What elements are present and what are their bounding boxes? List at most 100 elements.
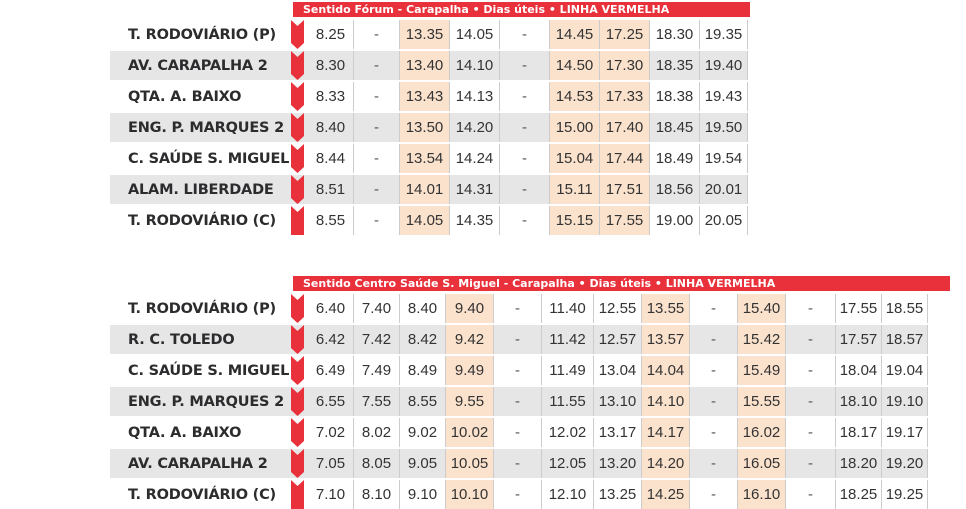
time-cells: 8.25-13.35 14.05-14.45 17.25 18.30 19.35 [308,20,748,49]
departure-time-cell: 13.50 [400,113,450,142]
departure-time-cell: 19.10 [882,387,928,416]
departure-time-cell: 19.43 [700,82,748,111]
no-service-cell: - [786,480,836,509]
no-service-cell: - [494,418,542,447]
no-service-cell: - [354,82,400,111]
departure-time-cell: 7.49 [354,356,400,385]
time-cells: 8.30-13.40 14.10-14.50 17.30 18.35 19.40 [308,51,748,80]
departure-time-cell: 13.55 [642,294,690,323]
departure-time-cell: 14.20 [450,113,500,142]
departure-time-cell: 14.25 [642,480,690,509]
no-service-cell: - [494,387,542,416]
route-chevron-icon [291,325,304,354]
no-service-cell: - [690,294,738,323]
departure-time-cell: 9.05 [400,449,446,478]
departure-time-cell: 14.35 [450,206,500,235]
departure-time-cell: 13.20 [594,449,642,478]
no-service-cell: - [786,449,836,478]
no-service-cell: - [500,20,550,49]
departure-time-cell: 12.10 [542,480,594,509]
stop-name: QTA. A. BAIXO [128,88,242,105]
departure-time-cell: 14.05 [400,206,450,235]
route-chevron-icon [291,294,304,323]
departure-time-cell: 8.10 [354,480,400,509]
departure-time-cell: 6.49 [308,356,354,385]
departure-time-cell: 18.10 [836,387,882,416]
departure-time-cell: 13.40 [400,51,450,80]
departure-time-cell: 19.04 [882,356,928,385]
departure-time-cell: 10.05 [446,449,494,478]
departure-time-cell: 19.25 [882,480,928,509]
departure-time-cell: 12.55 [594,294,642,323]
departure-time-cell: 17.55 [600,206,650,235]
route-chevron-icon [291,480,304,509]
departure-time-cell: 9.42 [446,325,494,354]
no-service-cell: - [500,175,550,204]
departure-time-cell: 7.02 [308,418,354,447]
departure-time-cell: 12.57 [594,325,642,354]
no-service-cell: - [690,356,738,385]
route-chevron-icon [291,82,304,111]
no-service-cell: - [494,449,542,478]
departure-time-cell: 11.55 [542,387,594,416]
departure-time-cell: 17.51 [600,175,650,204]
departure-time-cell: 14.10 [450,51,500,80]
time-cells: 6.40 7.40 8.40 9.40-11.40 12.55 13.55-15.40-1… [308,294,928,323]
route-chevron-icon [291,20,304,49]
departure-time-cell: 14.13 [450,82,500,111]
table-row: R. C. TOLEDO 6.42 7.42 8.42 9.42-11.42 12.57 1… [110,325,928,354]
departure-time-cell: 13.57 [642,325,690,354]
departure-time-cell: 17.40 [600,113,650,142]
table-row: C. SAÚDE S. MIGUEL 6.49 7.49 8.49 9.49-11.49… [110,356,928,385]
departure-time-cell: 12.02 [542,418,594,447]
departure-time-cell: 14.50 [550,51,600,80]
departure-time-cell: 11.40 [542,294,594,323]
departure-time-cell: 8.25 [308,20,354,49]
departure-time-cell: 17.57 [836,325,882,354]
departure-time-cell: 15.49 [738,356,786,385]
departure-time-cell: 13.43 [400,82,450,111]
route-chevron-icon [291,175,304,204]
departure-time-cell: 8.02 [354,418,400,447]
departure-time-cell: 14.05 [450,20,500,49]
departure-time-cell: 14.24 [450,144,500,173]
departure-time-cell: 14.53 [550,82,600,111]
route-chevron-icon [291,356,304,385]
no-service-cell: - [494,325,542,354]
departure-time-cell: 16.02 [738,418,786,447]
departure-time-cell: 17.25 [600,20,650,49]
departure-time-cell: 19.40 [700,51,748,80]
departure-time-cell: 15.15 [550,206,600,235]
departure-time-cell: 15.00 [550,113,600,142]
departure-time-cell: 8.33 [308,82,354,111]
departure-time-cell: 6.55 [308,387,354,416]
departure-time-cell: 18.38 [650,82,700,111]
departure-time-cell: 11.42 [542,325,594,354]
table-row: ALAM. LIBERDADE 8.51-14.01 14.31-15.11 17.5… [110,175,748,204]
departure-time-cell: 8.30 [308,51,354,80]
departure-time-cell: 8.49 [400,356,446,385]
departure-time-cell: 13.17 [594,418,642,447]
no-service-cell: - [786,325,836,354]
stop-name: ALAM. LIBERDADE [128,181,274,198]
departure-time-cell: 19.20 [882,449,928,478]
table-row: ENG. P. MARQUES 2 6.55 7.55 8.55 9.55-11.55 1… [110,387,928,416]
departure-time-cell: 20.05 [700,206,748,235]
timetable-header: Sentido Fórum - Carapalha • Dias úteis •… [293,2,750,17]
no-service-cell: - [354,206,400,235]
stop-name: T. RODOVIÁRIO (C) [128,486,276,503]
no-service-cell: - [354,175,400,204]
departure-time-cell: 17.33 [600,82,650,111]
departure-time-cell: 9.02 [400,418,446,447]
stop-name: C. SAÚDE S. MIGUEL [128,150,290,167]
route-chevron-icon [291,206,304,235]
departure-time-cell: 8.51 [308,175,354,204]
stop-name: R. C. TOLEDO [128,331,235,348]
departure-time-cell: 8.44 [308,144,354,173]
departure-time-cell: 15.42 [738,325,786,354]
table-row: T. RODOVIÁRIO (P) 8.25-13.35 14.05-14.45 17… [110,20,748,49]
no-service-cell: - [500,113,550,142]
time-cells: 8.33-13.43 14.13-14.53 17.33 18.38 19.43 [308,82,748,111]
departure-time-cell: 15.11 [550,175,600,204]
departure-time-cell: 17.55 [836,294,882,323]
